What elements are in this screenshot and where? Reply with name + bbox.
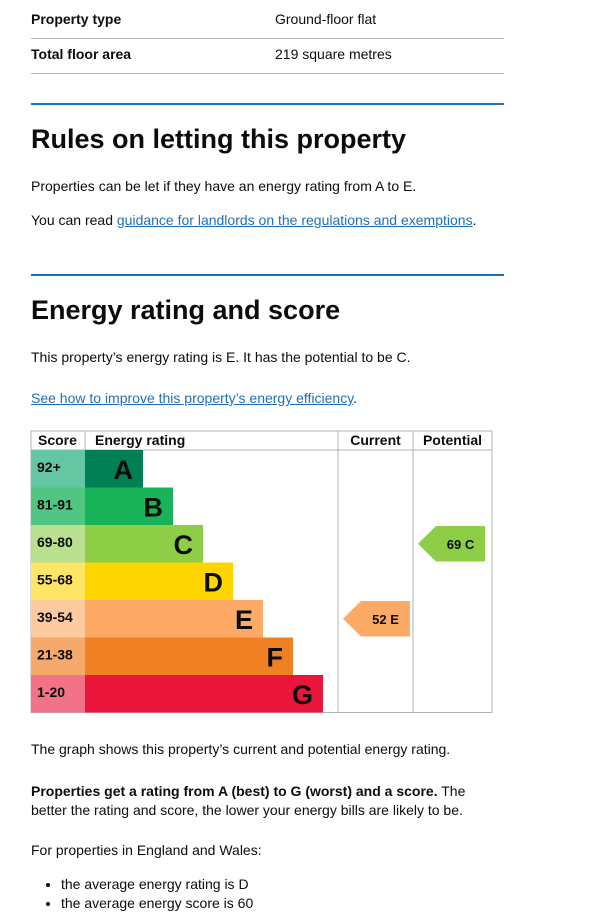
rating-band: [85, 675, 323, 713]
score-cell: [31, 637, 85, 675]
band-letter: C: [174, 530, 194, 560]
score-range: 39-54: [37, 609, 73, 625]
rating-band: [85, 487, 173, 525]
score-range: 1-20: [37, 684, 65, 700]
list-item: the average energy score is 60: [61, 894, 253, 913]
rating-letter: E: [390, 612, 399, 627]
header: Score: [38, 432, 77, 448]
paragraph: The graph shows this property’s current …: [31, 741, 451, 757]
summary-row: Property type Ground-floor flat: [31, 3, 504, 39]
text: .: [472, 212, 477, 228]
rating-arrow: [343, 601, 410, 637]
score-cell: [31, 487, 85, 525]
label: Property type: [31, 11, 122, 27]
header: Current: [350, 432, 401, 448]
band-letter: D: [204, 568, 224, 598]
list: the average energy rating is D the avera…: [31, 875, 253, 913]
heading: Energy rating and score: [31, 295, 341, 325]
link[interactable]: See how to improve this property’s energ…: [31, 390, 354, 406]
rating-band: [85, 525, 203, 563]
rating-letter: C: [465, 537, 475, 552]
score-cell: [31, 562, 85, 600]
score-range: 81-91: [37, 497, 73, 513]
rating-band: [85, 562, 233, 600]
rating-score: 52: [372, 612, 386, 627]
divider: [31, 103, 504, 105]
rating-arrow: [418, 526, 485, 562]
energy-chart: Score Energy rating Current Potential 92+ A 81…: [30, 430, 493, 713]
text: You can read: [31, 212, 117, 228]
paragraph: For properties in England and Wales:: [31, 842, 262, 858]
score-range: 55-68: [37, 572, 73, 588]
text: .: [353, 390, 358, 406]
paragraph: Properties can be let if they have an en…: [31, 178, 417, 194]
list-item: the average energy rating is D: [61, 875, 253, 894]
summary-row: Total floor area 219 square metres: [31, 38, 504, 74]
rating-band: [85, 637, 293, 675]
rating-label: 69 C: [447, 537, 475, 552]
bold-text: Properties get a rating from A (best) to…: [31, 783, 438, 799]
heading: Rules on letting this property: [31, 124, 407, 154]
paragraph: This property’s energy rating is E. It h…: [31, 349, 411, 365]
score-range: 21-38: [37, 647, 73, 663]
link[interactable]: guidance for landlords on the regulation…: [116, 212, 473, 228]
rating-label: 52 E: [372, 612, 399, 627]
band-letter: B: [144, 493, 164, 523]
band-letter: G: [292, 680, 313, 710]
value: Ground-floor flat: [275, 11, 377, 27]
rating-band: [85, 450, 143, 488]
rating-band: [85, 600, 263, 638]
divider: [31, 274, 504, 276]
band-letter: E: [235, 605, 253, 635]
paragraph: You can read guidance for landlords on t…: [31, 212, 476, 228]
rating-score: 69: [447, 537, 461, 552]
header: Energy rating: [95, 432, 185, 448]
text: The better the rating and score, the low…: [31, 783, 466, 818]
header: Potential: [423, 432, 482, 448]
score-cell: [31, 450, 85, 488]
label: Total floor area: [31, 46, 132, 62]
score-range: 92+: [37, 459, 61, 475]
value: 219 square metres: [275, 46, 392, 62]
band-letter: A: [114, 455, 134, 485]
band-letter: F: [267, 643, 284, 673]
score-cell: [31, 525, 85, 563]
score-cell: [31, 600, 85, 638]
score-range: 69-80: [37, 534, 73, 550]
paragraph: Properties get a rating from A (best) to…: [31, 782, 501, 820]
score-cell: [31, 675, 85, 713]
paragraph: See how to improve this property’s energ…: [31, 390, 357, 406]
